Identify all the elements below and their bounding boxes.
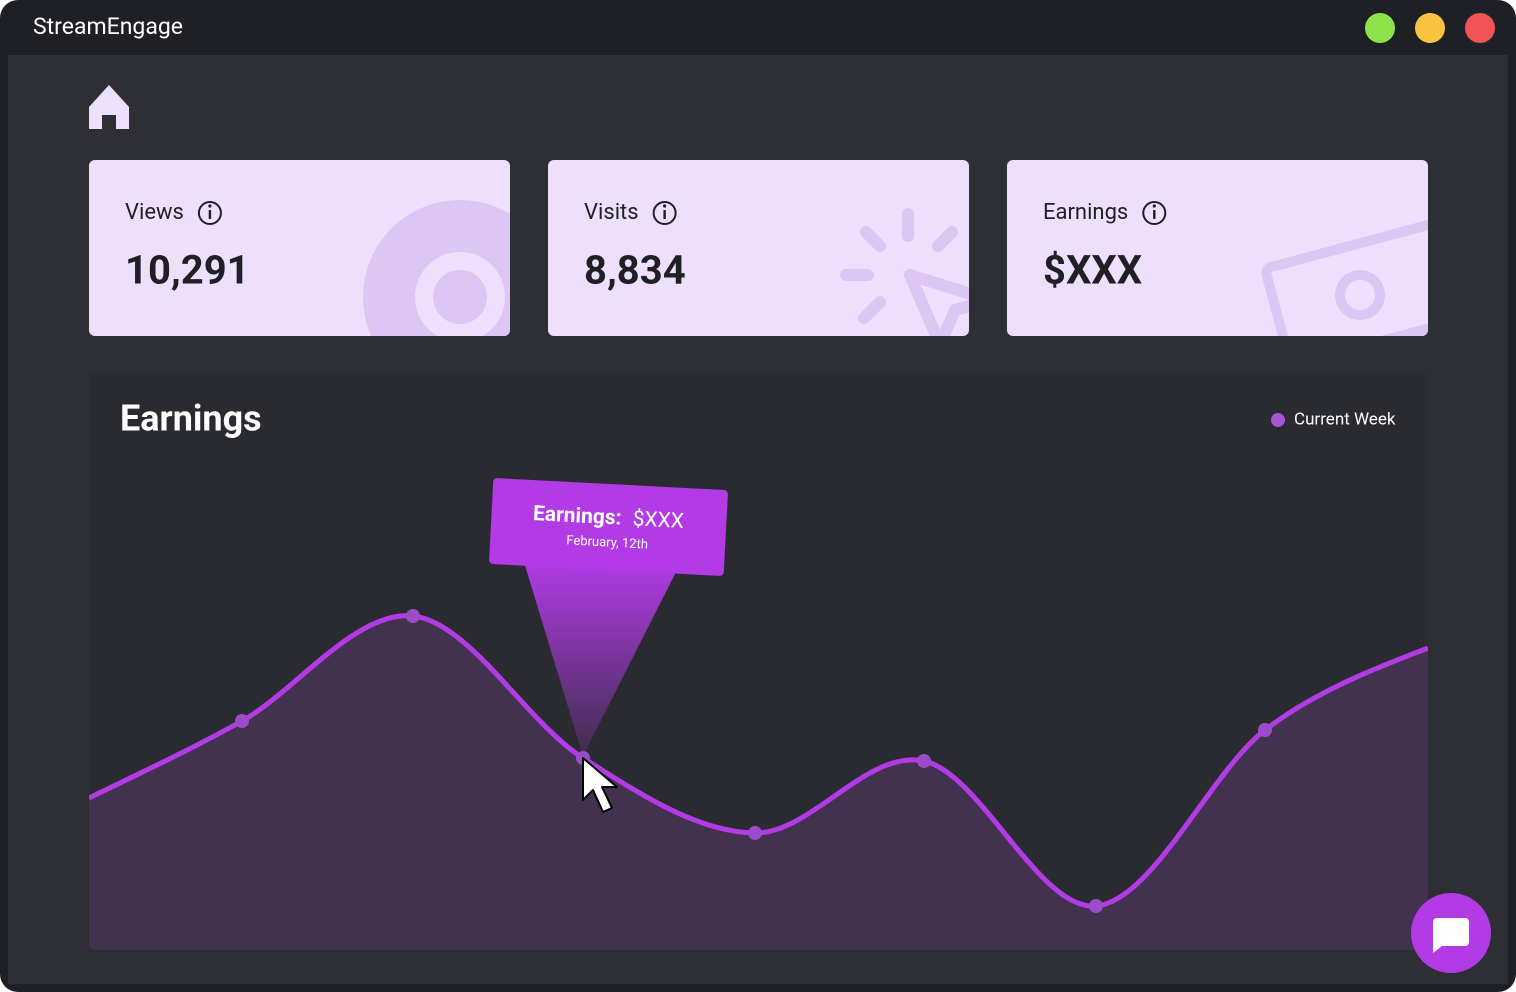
curve-point: [748, 826, 762, 840]
chat-button[interactable]: [1411, 893, 1491, 973]
earnings-card: [1007, 160, 1428, 336]
chart-title: Earnings: [120, 398, 262, 440]
tooltip: Earnings: $XXX February, 12th: [489, 478, 728, 576]
earnings-line: [89, 613, 1428, 909]
minimize-button[interactable]: [1415, 13, 1445, 43]
info-icon[interactable]: [1142, 201, 1167, 225]
card-label: Views: [125, 200, 184, 225]
card-label: Earnings: [1043, 200, 1128, 225]
tooltip-value: $XXX: [632, 507, 684, 534]
legend-swatch: [1271, 413, 1285, 427]
curve-point: [1258, 723, 1272, 737]
legend-label: Current Week: [1294, 409, 1396, 429]
app-title: StreamEngage: [33, 13, 183, 40]
curve-point: [1089, 899, 1103, 913]
curve-point: [406, 609, 420, 623]
info-icon-dot: [1152, 204, 1156, 208]
card-value: 8,834: [584, 247, 686, 294]
curve-point: [917, 754, 931, 768]
home-icon[interactable]: [89, 85, 129, 129]
close-button[interactable]: [1465, 13, 1495, 43]
info-icon[interactable]: [652, 201, 677, 225]
maximize-button[interactable]: [1365, 13, 1395, 43]
tooltip-main: Earnings: $XXX: [532, 502, 684, 534]
card-value: $XXX: [1043, 247, 1142, 294]
visits-card: [548, 160, 969, 336]
tooltip-date: February, 12th: [566, 533, 648, 552]
card-label: Visits: [584, 200, 639, 225]
earnings-area: [89, 615, 1428, 950]
info-icon[interactable]: [197, 201, 222, 225]
curve-point: [235, 714, 249, 728]
tooltip-label: Earnings:: [532, 502, 622, 531]
mouse-cursor: [582, 757, 618, 813]
card-value: 10,291: [125, 247, 250, 294]
tooltip-beam: [524, 562, 676, 756]
views-card: [89, 160, 510, 336]
info-icon-dot: [208, 204, 212, 208]
info-icon-dot: [663, 204, 667, 208]
